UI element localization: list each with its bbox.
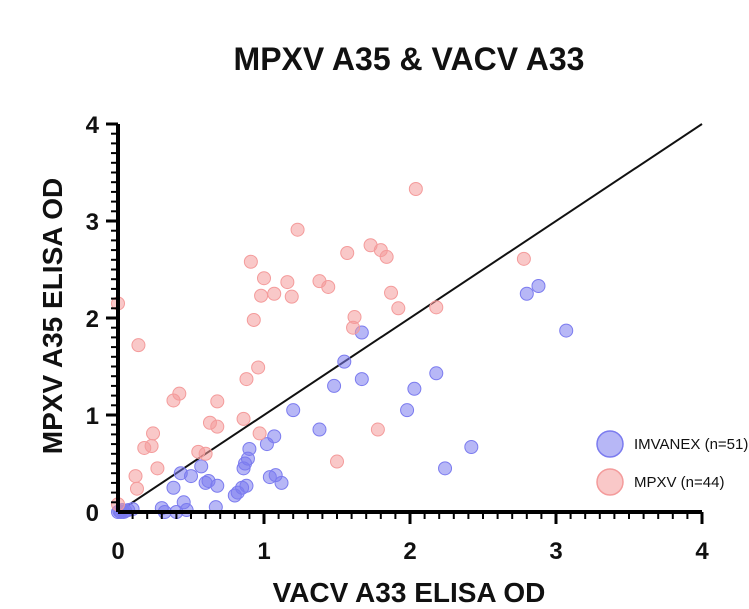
legend: IMVANEX (n=51) MPXV (n=44) (596, 430, 748, 496)
data-point (194, 459, 209, 474)
data-point (251, 360, 266, 375)
data-point (128, 469, 143, 484)
data-point (559, 323, 574, 338)
reference-line-layer (117, 123, 703, 513)
y-tick-label: 1 (86, 403, 99, 430)
data-point (129, 481, 144, 496)
data-point (370, 422, 385, 437)
data-point (210, 478, 225, 493)
data-point (312, 422, 327, 437)
data-point (429, 300, 444, 315)
data-point (408, 181, 423, 196)
data-point (531, 278, 546, 293)
data-point (327, 378, 342, 393)
data-point (236, 411, 251, 426)
data-point (284, 289, 299, 304)
data-point (184, 469, 198, 484)
data-point (337, 354, 352, 369)
data-point (252, 426, 267, 441)
data-point (131, 338, 146, 353)
data-point (239, 478, 254, 493)
data-point (210, 419, 225, 434)
x-tick-label: 1 (257, 538, 270, 565)
data-point (267, 429, 282, 444)
points-layer (111, 181, 574, 519)
data-point (267, 286, 282, 301)
data-point (407, 381, 422, 396)
data-point (429, 366, 444, 381)
data-point (330, 454, 344, 469)
x-tick-label: 2 (403, 538, 416, 565)
data-point (166, 480, 181, 495)
data-point (340, 246, 355, 261)
data-point (150, 461, 165, 476)
data-point (254, 288, 269, 303)
x-tick-label: 0 (111, 538, 124, 565)
data-point (464, 440, 479, 455)
data-point (438, 461, 453, 476)
y-axis-label: MPXV A35 ELISA OD (37, 178, 68, 454)
data-point (210, 394, 225, 409)
data-point (257, 271, 271, 286)
data-point (391, 301, 406, 316)
data-point (347, 310, 362, 325)
data-point (243, 254, 258, 269)
data-point (242, 441, 257, 456)
legend-label: MPXV (n=44) (634, 474, 724, 491)
data-point (354, 372, 369, 387)
y-tick-label: 2 (86, 306, 99, 333)
data-point (400, 403, 415, 418)
data-point (274, 475, 289, 490)
y-tick-label: 4 (86, 112, 100, 139)
y-tick-label: 3 (86, 209, 99, 236)
data-point (290, 222, 305, 237)
axes-layer (106, 122, 704, 524)
y-tick-label: 0 (86, 500, 99, 527)
x-axis-label: VACV A33 ELISA OD (273, 577, 546, 608)
data-point (384, 285, 399, 300)
data-point (246, 312, 261, 327)
data-point (280, 275, 295, 290)
x-tick-label: 3 (549, 538, 562, 565)
data-point (144, 439, 159, 454)
data-point (286, 403, 301, 418)
data-point (516, 251, 531, 266)
data-point (239, 372, 254, 387)
data-point (146, 426, 161, 441)
data-point (198, 446, 213, 461)
data-point (172, 386, 187, 401)
x-tick-label: 4 (695, 538, 709, 565)
legend-marker (596, 430, 624, 458)
legend-marker (596, 468, 624, 496)
legend-label: IMVANEX (n=51) (634, 436, 748, 453)
data-point (321, 279, 336, 294)
data-point (519, 286, 534, 301)
reference-line (117, 123, 703, 513)
data-point (379, 249, 394, 264)
tick-labels-layer: 0 1 2 3 4 0 1 2 3 4 (86, 112, 710, 565)
chart-title: MPXV A35 & VACV A33 (234, 41, 585, 77)
